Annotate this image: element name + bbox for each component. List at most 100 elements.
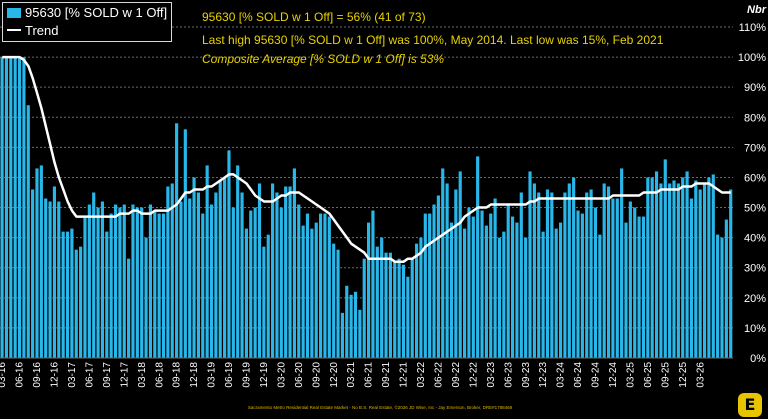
bar: [26, 105, 30, 359]
bar: [327, 216, 331, 358]
bar: [441, 168, 445, 358]
bar: [432, 204, 436, 358]
bar: [471, 216, 475, 358]
bar: [188, 198, 192, 358]
bar: [96, 207, 100, 358]
y-tick-label: 0%: [750, 353, 766, 365]
trend-line: [2, 55, 731, 263]
legend: 95630 [% SOLD w 1 Off] Trend: [2, 2, 172, 42]
bar: [319, 213, 323, 358]
x-tick-label: 09-18: [172, 362, 183, 388]
bar: [144, 237, 148, 358]
y-tick-label: 30%: [744, 263, 766, 275]
x-tick-label: 03-19: [207, 362, 218, 388]
bar: [624, 222, 628, 358]
x-tick-label: 03-20: [276, 362, 287, 388]
bar: [484, 225, 488, 358]
bar: [87, 204, 91, 358]
bar: [244, 228, 248, 358]
bar-series: [0, 57, 733, 359]
x-tick-label: 06-25: [643, 362, 654, 388]
x-tick-label: 03-18: [137, 362, 148, 388]
x-tick-label: 12-23: [538, 362, 549, 388]
bar: [532, 183, 536, 358]
bar: [406, 276, 410, 358]
x-tick-label: 06-22: [434, 362, 445, 388]
bar: [279, 207, 283, 358]
bar: [0, 57, 4, 358]
bar: [510, 216, 515, 358]
x-tick-label: 12-17: [119, 362, 130, 388]
bar: [606, 186, 611, 358]
bar: [127, 258, 131, 358]
bar: [288, 186, 292, 358]
bar: [711, 174, 715, 358]
bar: [641, 216, 646, 358]
bar: [332, 243, 336, 358]
bar: [489, 213, 493, 358]
bar: [462, 228, 467, 358]
bar: [515, 222, 519, 358]
bar: [153, 210, 157, 358]
bar: [401, 264, 406, 358]
bar: [192, 177, 196, 358]
legend-line-swatch: [7, 28, 21, 31]
bar: [231, 207, 235, 358]
x-tick-label: 09-19: [242, 362, 253, 388]
bar: [707, 177, 711, 358]
y-tick-label: 40%: [744, 233, 766, 245]
x-axis: 03-16 06-16 09-16 12-16 03-17 06-17 09-17 12-17…: [0, 357, 733, 388]
bar: [694, 180, 698, 358]
bar: [52, 186, 57, 358]
bar: [410, 258, 414, 358]
bar: [122, 204, 126, 358]
bar: [100, 201, 105, 358]
bar: [166, 186, 170, 358]
bar: [292, 168, 296, 358]
bar: [336, 249, 340, 358]
bar: [436, 195, 440, 358]
bar: [148, 204, 153, 358]
annotation-current: 95630 [% SOLD w 1 Off] = 56% (41 of 73): [202, 10, 426, 24]
bar: [109, 213, 113, 358]
y-axis: 0% 10% 20% 30% 40% 50% 60% 70% 80% 90% 100% 110% Nbr: [738, 4, 767, 365]
bar: [340, 312, 344, 358]
bar: [720, 237, 724, 358]
x-tick-label: 06-24: [573, 362, 584, 388]
bar: [497, 237, 502, 358]
legend-item-trend: Trend: [7, 23, 58, 39]
x-tick-label: 09-22: [451, 362, 462, 388]
x-tick-label: 12-24: [608, 362, 619, 388]
x-tick-label: 03-22: [416, 362, 427, 388]
bar: [17, 57, 22, 358]
bar: [22, 57, 26, 358]
bar: [576, 210, 580, 358]
x-tick-label: 09-21: [381, 362, 392, 388]
x-tick-label: 03-24: [556, 362, 567, 388]
bar: [454, 189, 458, 358]
bar: [585, 192, 589, 358]
x-tick-label: 06-16: [15, 362, 26, 388]
bar: [113, 204, 118, 358]
bar: [646, 177, 650, 358]
legend-bar-swatch: [7, 7, 21, 18]
bar: [183, 129, 187, 358]
x-tick-label: 09-16: [32, 362, 43, 388]
bar: [558, 222, 563, 358]
legend-trend-label: Trend: [25, 23, 59, 38]
bar: [615, 198, 619, 358]
bar: [249, 210, 253, 358]
bar: [519, 192, 523, 358]
bar: [541, 231, 545, 358]
x-tick-label: 09-25: [660, 362, 671, 388]
bar: [384, 252, 388, 358]
bar: [214, 192, 218, 358]
bar: [724, 219, 728, 358]
y-axis-label: Nbr: [747, 4, 767, 16]
bar: [227, 150, 231, 358]
bar: [676, 183, 680, 358]
bar: [423, 213, 427, 358]
bar: [223, 177, 227, 358]
x-tick-label: 06-23: [503, 362, 514, 388]
